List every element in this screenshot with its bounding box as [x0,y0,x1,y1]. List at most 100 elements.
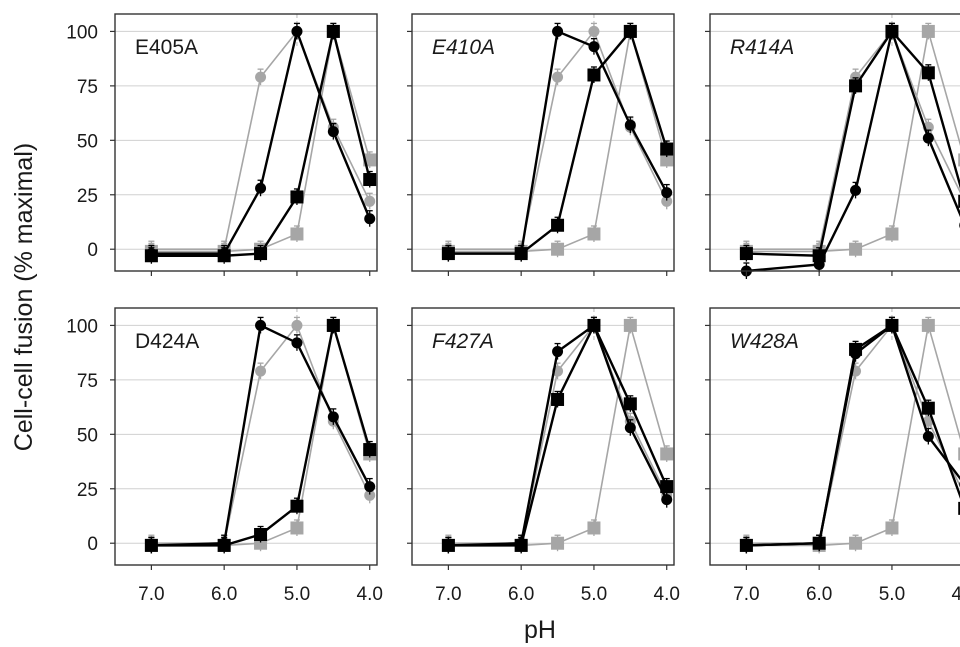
gray-circle-point [255,71,267,83]
black-circle-point [624,119,636,131]
y-axis: 100 75 50 25 0 100 75 50 25 0 [66,22,98,555]
x-tick-label: 6.0 [806,584,832,605]
black-square-point [326,24,340,38]
gray-square-point [551,242,565,256]
panel-f427a: F427A [407,307,675,570]
panel-label: R414A [730,36,794,59]
gray-circle-point [255,365,267,377]
y-tick-label: 0 [87,240,98,261]
panel-r414a: R414A [705,13,960,279]
black-circle-point [850,184,862,196]
black-square-point [441,538,455,552]
gray-square-point [290,227,304,241]
x-tick-label: 5.0 [581,584,607,605]
gray-circle-point [588,25,600,37]
black-circle-point [661,494,673,506]
black-circle-line [746,27,960,273]
black-square-point [254,247,268,261]
x-tick-label: 7.0 [733,584,759,605]
gray-circle-point [291,319,303,331]
black-circle-point [624,422,636,434]
gray-square-point [885,227,899,241]
x-tick-label: 5.0 [284,584,310,605]
gray-square-line [746,325,960,547]
panel-frame [709,307,960,566]
black-square-point [514,247,528,261]
black-square-point [739,247,753,261]
black-circle-line [151,323,371,547]
black-square-point [623,397,637,411]
black-circle-point [552,346,564,358]
gray-square-point [849,242,863,256]
black-square-point [849,79,863,93]
y-tick-label: 0 [87,534,98,555]
black-square-point [958,501,960,515]
black-square-point [885,318,899,332]
panel-e405a: E405A [110,13,378,276]
x-tick-label: 6.0 [211,584,237,605]
gray-square-point [958,153,960,167]
gray-circle-point [364,489,376,501]
panel-w428a: W428A [705,307,960,570]
black-circle-point [255,182,267,194]
gray-square-point [290,521,304,535]
gray-circle-point [552,71,564,83]
x-tick-label: 4.0 [654,584,680,605]
black-square-point [921,401,935,415]
x-tick-label: 5.0 [879,584,905,605]
black-square-point [217,538,231,552]
panel-label: F427A [432,330,494,353]
black-circle-point [364,481,376,493]
black-circle-line [151,27,371,255]
black-square-point [551,218,565,232]
gray-square-line [746,31,960,253]
gray-square-point [551,536,565,550]
gray-square-point [849,536,863,550]
black-square-line [448,322,668,547]
black-circle-point [291,25,303,37]
black-square-point [551,392,565,406]
panel-label: D424A [135,330,199,353]
y-tick-label: 50 [77,131,98,152]
gray-square-point [921,318,935,332]
black-circle-point [327,411,339,423]
black-square-point [885,24,899,38]
black-square-point [812,536,826,550]
panel-d424a: D424A [110,307,378,570]
black-square-point [587,318,601,332]
black-square-point [623,24,637,38]
x-axis: 7.0 6.0 5.0 4.0 7.0 6.0 5.0 4.0 7.0 6.0 5.0 4.0 [138,584,960,605]
y-tick-label: 50 [77,425,98,446]
black-circle-point [922,431,934,442]
black-square-point [660,480,674,494]
gray-square-point [921,24,935,38]
panels-group: E405A E410A R414A D424A F427A W428A [110,13,960,570]
black-square-point [812,249,826,263]
black-square-point [254,528,268,542]
gray-square-point [958,447,960,461]
y-tick-label: 100 [66,316,98,337]
black-square-point [587,68,601,82]
black-square-point [144,249,158,263]
panel-e410a: E410A [407,13,675,276]
y-tick-label: 25 [77,186,98,207]
gray-square-point [587,227,601,241]
panel-label: E405A [135,36,198,59]
x-tick-label: 7.0 [138,584,164,605]
black-circle-point [255,319,267,331]
x-tick-label: 6.0 [508,584,534,605]
gray-circle-point [661,195,673,207]
gray-square-point [660,153,674,167]
black-square-point [739,538,753,552]
black-circle-point [588,41,600,53]
black-square-line [746,29,960,257]
gray-square-line [151,325,371,547]
x-axis-title: pH [524,616,556,644]
black-square-point [921,66,935,80]
black-circle-line [448,323,668,547]
panel-label: E410A [432,36,495,59]
y-tick-label: 100 [66,22,98,43]
panel-frame [114,307,378,566]
panel-label: W428A [730,330,799,353]
black-square-point [363,173,377,187]
